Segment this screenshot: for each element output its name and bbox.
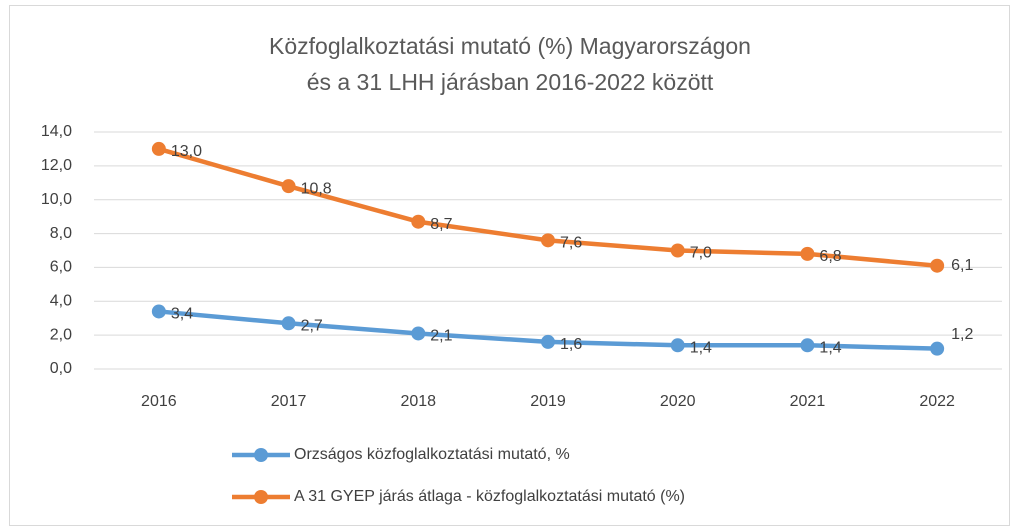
data-point	[281, 179, 296, 194]
data-point	[930, 258, 945, 273]
y-tick-label: 2,0	[50, 326, 72, 343]
legend-marker	[254, 448, 268, 462]
x-tick-label: 2017	[271, 393, 307, 410]
data-label: 3,4	[171, 306, 193, 323]
data-label: 1,2	[951, 326, 973, 343]
data-label: 13,0	[171, 143, 202, 160]
y-tick-label: 0,0	[50, 360, 72, 377]
data-point	[151, 304, 166, 319]
chart-border	[9, 5, 1010, 526]
data-point	[670, 338, 685, 353]
y-tick-label: 4,0	[50, 293, 72, 310]
legend-label: A 31 GYEP járás átlaga - közfoglalkoztat…	[294, 488, 685, 505]
x-tick-label: 2019	[530, 393, 566, 410]
x-tick-label: 2018	[400, 393, 436, 410]
data-label: 2,7	[301, 318, 323, 335]
x-tick-label: 2020	[660, 393, 696, 410]
data-point	[930, 341, 945, 356]
data-label: 1,6	[560, 336, 582, 353]
data-label: 7,6	[560, 235, 582, 252]
data-point	[800, 246, 815, 261]
y-tick-label: 10,0	[41, 191, 72, 208]
data-point	[151, 141, 166, 156]
x-tick-label: 2016	[141, 393, 177, 410]
data-label: 6,1	[951, 257, 973, 274]
x-tick-label: 2022	[919, 393, 955, 410]
data-label: 8,7	[430, 216, 452, 233]
y-tick-label: 14,0	[41, 123, 72, 140]
data-label: 2,1	[430, 328, 452, 345]
legend-label: Orzságos közfoglalkoztatási mutató, %	[294, 446, 570, 463]
data-point	[411, 326, 426, 341]
legend-marker	[254, 490, 268, 504]
data-label: 1,4	[690, 340, 712, 357]
y-tick-label: 8,0	[50, 225, 72, 242]
data-point	[541, 233, 555, 248]
data-label: 7,0	[690, 245, 712, 262]
data-label: 6,8	[819, 248, 841, 265]
data-point	[411, 214, 426, 229]
data-label: 10,8	[301, 180, 332, 197]
data-point	[541, 334, 555, 349]
data-point	[800, 338, 815, 353]
data-point	[670, 243, 685, 258]
data-point	[281, 316, 296, 331]
x-tick-label: 2021	[790, 393, 826, 410]
y-tick-label: 12,0	[41, 157, 72, 174]
chart-title: Közfoglalkoztatási mutató (%) Magyarorsz…	[269, 33, 751, 95]
y-tick-label: 6,0	[50, 259, 72, 276]
data-label: 1,4	[819, 340, 841, 357]
